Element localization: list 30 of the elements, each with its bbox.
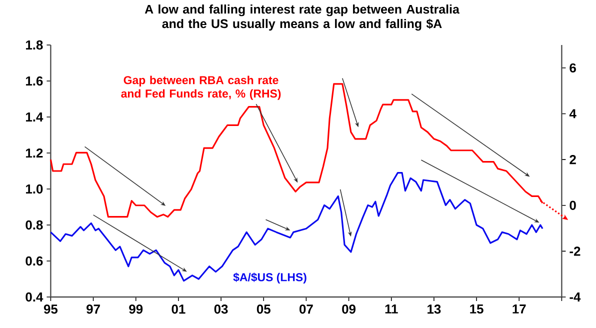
y2-tick-label: 2 (570, 155, 576, 164)
y2-tick-label: 0 (570, 200, 576, 210)
y-tick-label: 1.2 (26, 148, 43, 158)
x-tick-label: 11 (385, 304, 398, 314)
x-tick-label: 99 (129, 304, 143, 314)
x-tick-label: 17 (512, 304, 526, 314)
x-tick-label: 95 (44, 304, 58, 314)
series-label: Gap between RBA cash rate and Fed Funds rate, % (RHS) (121, 76, 281, 100)
y-tick-label: 0.6 (26, 256, 43, 266)
y-tick-label: 1.6 (26, 76, 43, 86)
line-series (50, 172, 544, 282)
y2-tick-label: -4 (570, 292, 581, 302)
x-tick-label: 01 (172, 304, 186, 314)
y2-tick-label: 4 (569, 109, 576, 118)
y-tick-label: 0.8 (26, 220, 43, 230)
x-tick-label: 07 (300, 304, 313, 314)
x-tick-label: 05 (256, 304, 270, 314)
x-tick-label: 15 (470, 304, 484, 314)
y2-tick-label: 6 (570, 63, 576, 72)
chart-title: A low and falling interest rate gap between Australia and the US usually means a low and falling $A (144, 4, 460, 31)
y2-tick-label: -2 (570, 246, 580, 256)
y-tick-label: 1.0 (26, 184, 43, 194)
y-tick-label: 0.4 (26, 292, 44, 302)
y-tick-label: 1.8 (26, 40, 43, 50)
x-tick-label: 97 (86, 304, 100, 314)
y-tick-label: 1.4 (26, 112, 44, 122)
series-label: $A/$US (LHS) (233, 272, 306, 284)
x-tick-label: 03 (214, 304, 228, 314)
x-tick-label: 09 (342, 304, 356, 314)
x-tick-label: 13 (428, 304, 441, 314)
